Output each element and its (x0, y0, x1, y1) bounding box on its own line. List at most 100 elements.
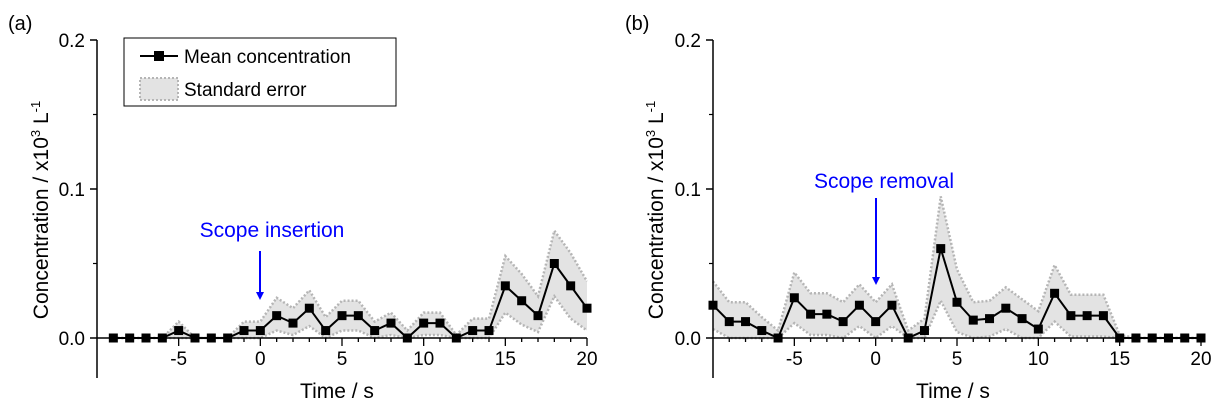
y-tick-label: 0.1 (59, 180, 85, 201)
x-tick-label: 0 (870, 349, 881, 370)
x-tick-label: 20 (1190, 349, 1211, 370)
data-point (773, 333, 783, 343)
legend-band-swatch (139, 77, 179, 101)
data-point (468, 326, 478, 336)
chart-panel-b: (b) Concentration / x103 L-1 0.0 0.1 0.2 -5… (625, 13, 1212, 403)
data-point (936, 244, 946, 254)
data-point (985, 314, 995, 324)
series-layer (108, 259, 592, 343)
data-point (919, 326, 929, 336)
annotation-scope-removal: Scope removal (814, 170, 954, 285)
data-point (789, 293, 799, 303)
data-point (125, 333, 135, 343)
error-band (713, 196, 1201, 338)
data-point (1082, 311, 1092, 321)
x-tick-label: 5 (337, 349, 348, 370)
data-point (370, 326, 380, 336)
data-point (402, 333, 412, 343)
data-point (190, 333, 200, 343)
data-point (1050, 288, 1060, 298)
data-point (838, 317, 848, 327)
data-point (1180, 333, 1190, 343)
x-tick-label: 5 (952, 349, 963, 370)
data-point (968, 315, 978, 325)
data-point (272, 311, 282, 321)
x-tick-label: 20 (576, 349, 597, 370)
y-axis-label: Concentration / x103 L-1 (643, 101, 668, 319)
data-point (1001, 303, 1011, 313)
data-point (871, 317, 881, 327)
data-point (1131, 333, 1141, 343)
data-point (386, 318, 396, 328)
y-tick-label: 0.0 (59, 329, 85, 350)
legend-mean-label: Mean concentration (184, 47, 351, 68)
chart-panel-a: (a) Concentration / x103 L-1 0.0 0.1 0.2 -5… (8, 13, 598, 403)
data-point (157, 333, 167, 343)
data-point (108, 333, 118, 343)
data-point (500, 281, 510, 291)
data-point (1017, 314, 1027, 324)
annotation-scope-insertion: Scope insertion (200, 219, 345, 300)
legend: Mean concentration Standard error (123, 37, 397, 107)
data-point (1147, 333, 1157, 343)
data-point (451, 333, 461, 343)
data-point (549, 259, 559, 268)
x-tick-label: 10 (413, 349, 434, 370)
y-tick-label: 0.2 (675, 31, 701, 52)
data-point (353, 311, 363, 321)
data-point (255, 326, 265, 336)
y-tick-label: 0.0 (675, 329, 701, 350)
data-point (854, 300, 864, 310)
x-axis-label: Time / s (916, 380, 990, 403)
x-tick-label: 0 (255, 349, 266, 370)
data-point (533, 311, 543, 321)
panel-label: (b) (625, 13, 649, 35)
annotation-label: Scope removal (814, 170, 954, 193)
data-point (206, 333, 216, 343)
data-point (484, 326, 494, 336)
data-point (757, 326, 767, 336)
y-axis-label: Concentration / x103 L-1 (28, 101, 53, 319)
x-axis-label: Time / s (300, 380, 374, 403)
annotation-label: Scope insertion (200, 219, 345, 242)
error-band-lower-edge (712, 297, 1201, 340)
y-tick-label: 0.1 (675, 180, 701, 201)
data-point (141, 333, 151, 343)
data-point (239, 326, 249, 336)
x-tick-label: 15 (495, 349, 516, 370)
x-tick-label: -5 (170, 349, 187, 370)
data-point (1115, 333, 1125, 343)
data-point (1163, 333, 1173, 343)
data-point (806, 309, 816, 319)
data-point (708, 300, 718, 310)
data-point (822, 309, 832, 319)
data-point (903, 333, 913, 343)
data-point (321, 326, 331, 336)
panel-label: (a) (8, 13, 32, 35)
data-point (337, 311, 347, 321)
error-band-layer (113, 227, 589, 340)
data-point (952, 297, 962, 307)
axes-layer: 0.0 0.1 0.2 -5 0 5 10 15 20 (59, 31, 598, 378)
data-point (435, 318, 445, 328)
data-point (223, 333, 233, 343)
data-point (724, 317, 734, 327)
x-tick-label: -5 (786, 349, 803, 370)
data-point (1098, 311, 1108, 321)
data-point (517, 296, 527, 306)
legend-error-label: Standard error (184, 80, 307, 101)
data-point (288, 318, 298, 328)
x-tick-label: 10 (1028, 349, 1049, 370)
x-tick-label: 15 (1109, 349, 1130, 370)
data-point (566, 281, 576, 291)
data-point (304, 303, 314, 313)
data-point (1196, 333, 1206, 343)
data-point (174, 326, 184, 336)
legend-marker-swatch (154, 51, 164, 61)
series-layer (708, 244, 1206, 343)
error-band-upper-edge (113, 227, 589, 340)
data-point (419, 318, 429, 328)
data-point (1033, 324, 1043, 334)
data-point (582, 303, 592, 313)
